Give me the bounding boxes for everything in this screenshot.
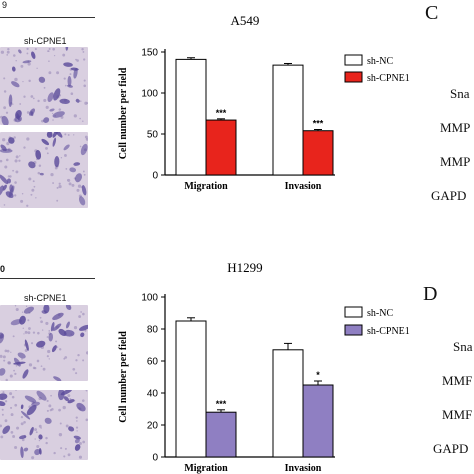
panel-label-c: C: [425, 2, 439, 24]
top-micro-header-symbol: 9: [2, 0, 8, 10]
legend-label: sh-CPNE1: [367, 73, 410, 84]
micrograph-a549-1: [0, 47, 88, 125]
significance-label: ***: [216, 108, 227, 118]
d-row-label-3: MMF: [442, 407, 473, 422]
legend-label: sh-NC: [367, 56, 393, 67]
y-tick-label: 100: [141, 89, 158, 100]
y-axis-label: Cell number per field: [118, 331, 129, 423]
bar-sh-nc-migration: [175, 58, 207, 176]
micrograph-a549-2: [0, 132, 88, 208]
y-tick-label: 100: [141, 293, 158, 304]
top-micro-header-line: [0, 17, 95, 18]
chart-title: H1299: [227, 260, 262, 275]
legend-swatch: [344, 306, 363, 318]
bottom-micro-header-symbol: 0: [0, 264, 6, 274]
y-tick-label: 20: [147, 421, 159, 432]
micrograph-h1299-2: [0, 390, 88, 460]
chart-a549: A549 Cell number per field 0 50 100 150 Migrat…: [118, 13, 410, 192]
significance-label: ***: [313, 118, 324, 128]
y-tick-label: 0: [152, 171, 158, 182]
legend-label: sh-NC: [367, 308, 393, 319]
x-tick-label: Migration: [184, 463, 228, 474]
chart-title: A549: [231, 13, 260, 28]
bar-sh-cpne1-migration: [205, 411, 237, 458]
x-tick-label: Invasion: [285, 181, 322, 192]
c-row-label-2: MMP: [440, 120, 471, 135]
y-tick-label: 60: [147, 357, 159, 368]
y-axis-label: Cell number per field: [118, 67, 129, 159]
c-row-label-4: GAPD: [431, 188, 467, 203]
legend-label: sh-CPNE1: [367, 326, 410, 337]
y-tick-label: 150: [141, 48, 158, 59]
d-row-label-2: MMF: [442, 373, 473, 388]
c-row-label-3: MMP: [440, 154, 471, 169]
bar-sh-cpne1-invasion: [302, 384, 334, 458]
legend-swatch: [344, 71, 363, 83]
x-tick-label: Invasion: [285, 463, 322, 474]
chart-h1299: H1299 Cell number per field 0 20 40 60 80 100 Mi…: [118, 260, 410, 474]
bar-sh-nc-migration: [175, 320, 207, 458]
micrograph-h1299-1: [0, 305, 88, 381]
x-tick-label: Migration: [184, 181, 228, 192]
y-tick-label: 80: [147, 325, 159, 336]
bottom-micro-header: sh-CPNE1: [24, 293, 67, 303]
d-row-label-1: Sna: [453, 339, 473, 354]
bar-sh-cpne1-invasion: [302, 130, 334, 176]
y-tick-label: 50: [147, 130, 159, 141]
d-row-label-4: GAPD: [433, 441, 469, 456]
bar-sh-nc-invasion: [272, 349, 304, 458]
legend-swatch: [344, 54, 363, 66]
significance-label: ***: [216, 399, 227, 409]
y-tick-label: 0: [152, 453, 158, 464]
y-tick-label: 40: [147, 389, 159, 400]
c-row-label-1: Sna: [450, 86, 470, 101]
bar-sh-cpne1-migration: [205, 119, 237, 176]
legend-swatch: [344, 324, 363, 336]
bar-sh-nc-invasion: [272, 64, 304, 176]
bottom-micro-header-line: [0, 278, 95, 279]
panel-label-d: D: [423, 283, 438, 305]
top-micro-header: sh-CPNE1: [24, 36, 67, 46]
significance-label: *: [316, 370, 320, 380]
